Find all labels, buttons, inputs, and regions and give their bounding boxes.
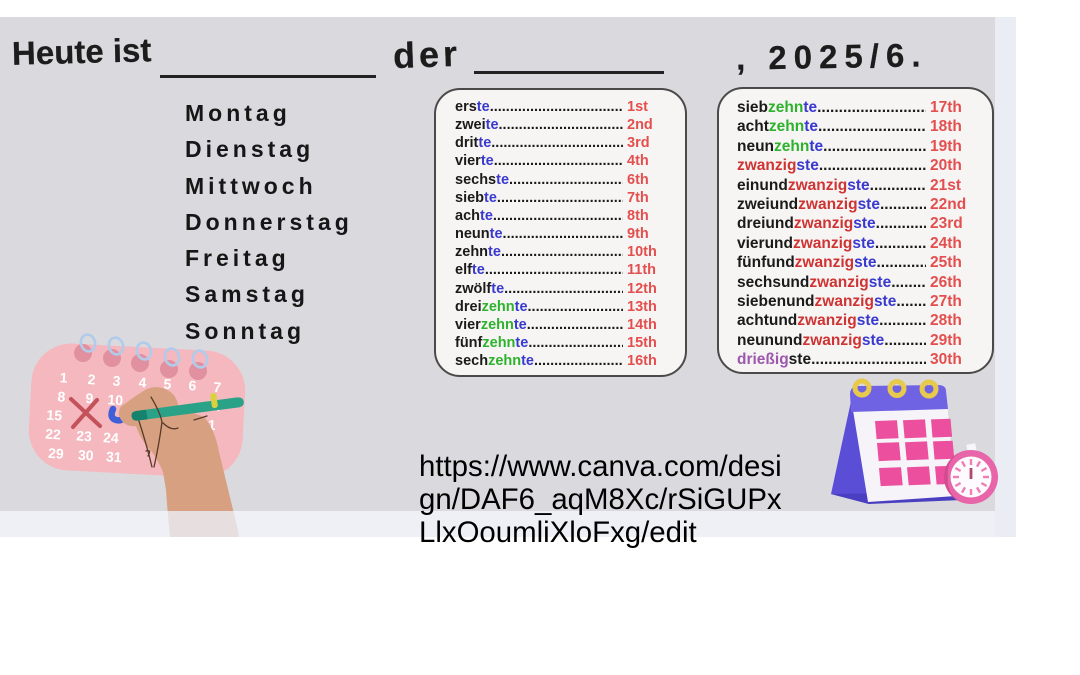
svg-text:4: 4 bbox=[138, 374, 147, 390]
svg-text:6: 6 bbox=[188, 377, 197, 393]
svg-text:3: 3 bbox=[112, 373, 121, 389]
svg-text:10: 10 bbox=[107, 391, 124, 408]
svg-text:24: 24 bbox=[103, 429, 120, 446]
svg-text:5: 5 bbox=[163, 376, 172, 392]
svg-text:8: 8 bbox=[57, 388, 66, 404]
svg-text:23: 23 bbox=[76, 427, 93, 444]
svg-text:2: 2 bbox=[87, 371, 96, 387]
svg-text:30: 30 bbox=[78, 447, 95, 464]
svg-text:7: 7 bbox=[213, 379, 222, 395]
svg-text:1: 1 bbox=[59, 369, 68, 385]
svg-text:9: 9 bbox=[85, 390, 94, 406]
svg-text:31: 31 bbox=[106, 448, 123, 465]
svg-text:22: 22 bbox=[45, 426, 62, 443]
svg-text:15: 15 bbox=[46, 407, 63, 424]
svg-text:29: 29 bbox=[48, 445, 65, 462]
